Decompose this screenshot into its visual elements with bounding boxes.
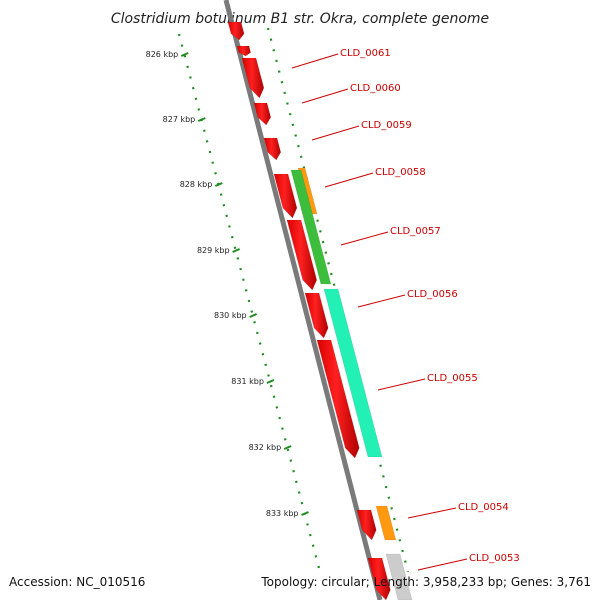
leader-line: [301, 88, 349, 104]
ruler-tick-label: 827 kbp: [163, 115, 196, 124]
cds-block[interactable]: [367, 557, 391, 600]
ruler-tick-label: 828 kbp: [180, 180, 213, 189]
feature-block-orange[interactable]: [375, 505, 397, 541]
ruler-tick: [180, 52, 189, 57]
cds-block[interactable]: [316, 339, 360, 459]
ruler-track: [177, 33, 322, 573]
leader-line: [311, 125, 360, 141]
cds-block[interactable]: [304, 292, 329, 339]
cds-block[interactable]: [263, 137, 282, 161]
cds-block[interactable]: [241, 57, 265, 99]
feature-block-green[interactable]: [290, 169, 332, 285]
leader-line: [357, 294, 406, 308]
gene-label-cld-0056[interactable]: CLD_0056: [407, 289, 458, 300]
gene-label-cld-0058[interactable]: CLD_0058: [375, 167, 426, 178]
ruler-tick: [283, 445, 292, 450]
ruler-tick-label: 826 kbp: [146, 50, 179, 59]
accession-text: Accession: NC_010516: [9, 575, 145, 589]
gene-label-cld-0053[interactable]: CLD_0053: [469, 553, 520, 564]
gene-label-cld-0059[interactable]: CLD_0059: [361, 120, 412, 131]
gene-label-cld-0055[interactable]: CLD_0055: [427, 373, 478, 384]
ruler-tick-label: 833 kbp: [266, 509, 299, 518]
ruler-tick: [301, 511, 309, 516]
cds-block[interactable]: [286, 219, 318, 291]
gene-label-cld-0060[interactable]: CLD_0060: [350, 83, 401, 94]
ruler-tick-label: 830 kbp: [214, 311, 247, 320]
leader-line: [417, 558, 468, 571]
ruler-tick-label: 831 kbp: [231, 377, 264, 386]
cds-block[interactable]: [227, 21, 245, 41]
leader-line: [407, 507, 457, 519]
ruler-tick: [249, 313, 258, 318]
feature-block-gray[interactable]: [385, 553, 413, 600]
feature-block-cyan[interactable]: [323, 288, 383, 458]
ruler-tick-label: 829 kbp: [197, 246, 230, 255]
genome-backbone: [223, 0, 383, 600]
cds-block[interactable]: [236, 45, 252, 57]
ruler-tick: [266, 379, 275, 384]
ruler-tick: [232, 248, 240, 253]
cds-block[interactable]: [356, 509, 377, 541]
ruler-tick-label: 832 kbp: [249, 443, 282, 452]
gene-label-cld-0057[interactable]: CLD_0057: [390, 226, 441, 237]
ruler-tick: [214, 182, 223, 187]
leader-line: [377, 378, 426, 391]
summary-text: Topology: circular; Length: 3,958,233 bp…: [260, 575, 591, 589]
leader-line: [291, 53, 339, 69]
leader-line: [324, 172, 374, 188]
gene-label-cld-0054[interactable]: CLD_0054: [458, 502, 509, 513]
label-leaders: [291, 53, 468, 571]
cds-block[interactable]: [253, 102, 272, 126]
ruler-tick: [197, 117, 206, 122]
cds-block[interactable]: [273, 173, 298, 219]
map-title: Clostridium botulinum B1 str. Okra, comp…: [111, 11, 489, 27]
leader-line: [340, 231, 389, 246]
gene-label-cld-0061[interactable]: CLD_0061: [340, 48, 391, 59]
